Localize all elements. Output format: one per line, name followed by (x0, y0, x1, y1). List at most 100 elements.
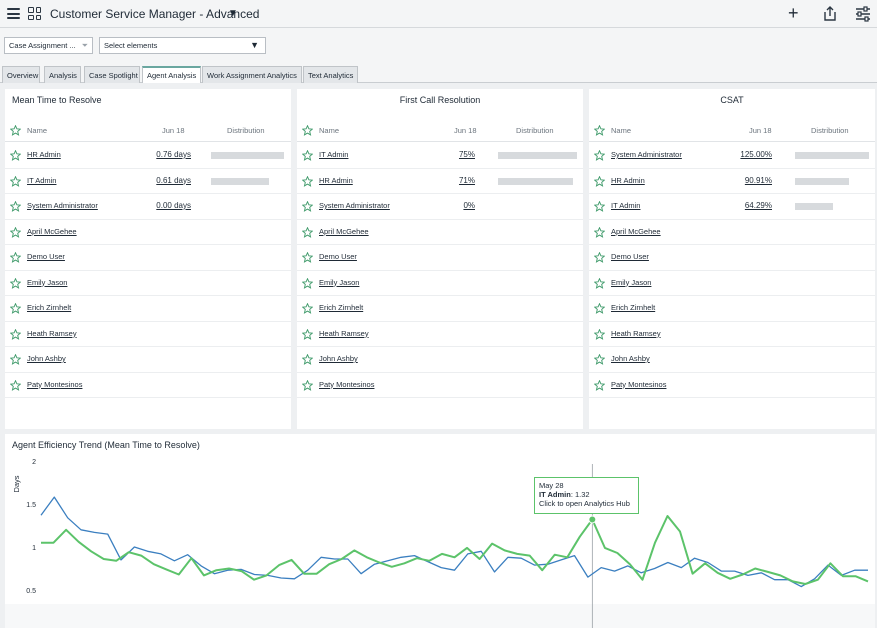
favorite-star-icon[interactable] (301, 379, 314, 391)
agent-name-link[interactable]: Emily Jason (611, 277, 652, 287)
favorite-star-icon[interactable] (301, 200, 314, 212)
favorite-star-icon[interactable] (301, 302, 314, 314)
efficiency-trend-chart[interactable]: Days 2 1.5 1 0.5 (5, 434, 875, 628)
agent-name-link[interactable]: IT Admin (27, 175, 57, 185)
highlighted-data-point[interactable] (588, 515, 597, 524)
agent-name-link[interactable]: Emily Jason (27, 277, 68, 287)
tab-agent-analysis[interactable]: Agent Analysis (142, 66, 201, 83)
favorite-star-icon[interactable] (9, 226, 22, 238)
column-header-date[interactable]: Jun 18 (162, 126, 185, 135)
favorite-star-icon[interactable] (593, 302, 606, 314)
tab-analysis[interactable]: Analysis (44, 66, 81, 83)
agent-name-link[interactable]: Erich Zirnhelt (611, 303, 656, 312)
column-header-date[interactable]: Jun 18 (749, 126, 772, 135)
agent-name-link[interactable]: John Ashby (611, 354, 650, 363)
tooltip-series: IT Admin (539, 490, 571, 499)
favorite-star-icon[interactable] (9, 251, 22, 263)
agent-name-link[interactable]: Paty Montesinos (611, 379, 667, 389)
agent-name-link[interactable]: Demo User (27, 252, 65, 261)
table-row: Heath Ramsey (297, 322, 583, 347)
favorite-all-star-icon[interactable] (301, 124, 314, 136)
column-header-name[interactable]: Name (319, 126, 340, 135)
select-elements-dropdown[interactable]: Select elements ▼ (99, 37, 266, 54)
favorite-star-icon[interactable] (593, 328, 606, 340)
metric-value-link[interactable]: 64.29% (744, 201, 772, 210)
column-header-name[interactable]: Name (611, 126, 632, 135)
metric-value-link[interactable]: 125.00% (740, 150, 772, 159)
favorite-star-icon[interactable] (593, 277, 606, 289)
agent-name-link[interactable]: Erich Zirnhelt (319, 303, 364, 312)
favorite-star-icon[interactable] (301, 149, 314, 161)
favorite-star-icon[interactable] (593, 379, 606, 391)
agent-name-link[interactable]: Emily Jason (319, 277, 360, 287)
metric-value-link[interactable]: 75% (458, 150, 475, 159)
favorite-star-icon[interactable] (593, 251, 606, 263)
caret-down-icon[interactable]: ▼ (228, 8, 238, 19)
agent-name-link[interactable]: Paty Montesinos (27, 379, 83, 389)
agent-name-link[interactable]: Heath Ramsey (319, 328, 369, 338)
favorite-all-star-icon[interactable] (593, 124, 606, 136)
favorite-star-icon[interactable] (301, 277, 314, 289)
agent-name-link[interactable]: Demo User (319, 252, 357, 261)
favorite-star-icon[interactable] (9, 328, 22, 340)
favorite-star-icon[interactable] (9, 379, 22, 391)
agent-name-link[interactable]: Demo User (611, 252, 649, 261)
favorite-star-icon[interactable] (301, 226, 314, 238)
share-icon[interactable] (823, 6, 837, 22)
tab-case-spotlight[interactable]: Case Spotlight (84, 66, 140, 83)
favorite-star-icon[interactable] (9, 175, 22, 187)
favorite-star-icon[interactable] (301, 175, 314, 187)
agent-name-link[interactable]: April McGehee (611, 226, 661, 236)
tab-work-assignment-analytics[interactable]: Work Assignment Analytics (202, 66, 302, 83)
series-line-0[interactable] (40, 496, 868, 588)
agent-name-link[interactable]: System Administrator (319, 201, 390, 210)
chart-title: Agent Efficiency Trend (Mean Time to Res… (12, 440, 200, 450)
metric-value-link[interactable]: 90.91% (744, 175, 772, 185)
agent-name-link[interactable]: Paty Montesinos (319, 379, 375, 389)
metric-value-link[interactable]: 0.61 days (156, 175, 191, 185)
favorite-star-icon[interactable] (9, 302, 22, 314)
agent-name-link[interactable]: John Ashby (27, 354, 66, 363)
tab-overview[interactable]: Overview (2, 66, 40, 83)
favorite-star-icon[interactable] (593, 149, 606, 161)
metric-value-link[interactable]: 71% (458, 175, 475, 185)
favorite-star-icon[interactable] (593, 200, 606, 212)
favorite-all-star-icon[interactable] (9, 124, 22, 136)
agent-name-link[interactable]: HR Admin (319, 175, 353, 185)
favorite-star-icon[interactable] (301, 251, 314, 263)
favorite-star-icon[interactable] (593, 226, 606, 238)
agent-name-link[interactable]: System Administrator (611, 150, 682, 159)
agent-name-link[interactable]: IT Admin (611, 201, 641, 210)
favorite-star-icon[interactable] (301, 328, 314, 340)
favorite-star-icon[interactable] (9, 277, 22, 289)
tab-text-analytics[interactable]: Text Analytics (303, 66, 358, 83)
sliders-icon[interactable] (855, 6, 871, 22)
hamburger-icon[interactable] (7, 8, 20, 19)
agent-name-link[interactable]: System Administrator (27, 201, 98, 210)
favorite-star-icon[interactable] (593, 353, 606, 365)
metric-value-link[interactable]: 0.76 days (156, 150, 191, 159)
metric-value-link[interactable]: 0% (463, 201, 475, 210)
favorite-star-icon[interactable] (9, 353, 22, 365)
agent-name-link[interactable]: HR Admin (27, 150, 61, 159)
case-assignment-filter[interactable]: Case Assignment ... ⏷ (4, 37, 93, 54)
column-header-name[interactable]: Name (27, 126, 48, 135)
agent-name-link[interactable]: April McGehee (319, 226, 369, 236)
agent-name-link[interactable]: April McGehee (27, 226, 77, 236)
agent-name-link[interactable]: Heath Ramsey (611, 328, 661, 338)
favorite-star-icon[interactable] (9, 200, 22, 212)
series-line-1[interactable] (41, 515, 869, 585)
metric-value-link[interactable]: 0.00 days (156, 201, 191, 210)
agent-name-link[interactable]: HR Admin (611, 175, 645, 185)
favorite-star-icon[interactable] (9, 149, 22, 161)
plus-icon[interactable]: + (788, 3, 799, 23)
agent-name-link[interactable]: IT Admin (319, 150, 349, 159)
grid-icon[interactable] (28, 7, 41, 20)
favorite-star-icon[interactable] (593, 175, 606, 187)
agent-name-link[interactable]: John Ashby (319, 354, 358, 363)
favorite-star-icon[interactable] (301, 353, 314, 365)
column-header-date[interactable]: Jun 18 (454, 126, 477, 135)
agent-name-link[interactable]: Erich Zirnhelt (27, 303, 72, 312)
agent-name-link[interactable]: Heath Ramsey (27, 328, 77, 338)
chart-tooltip[interactable]: May 28 IT Admin: 1.32 Click to open Anal… (534, 477, 639, 514)
